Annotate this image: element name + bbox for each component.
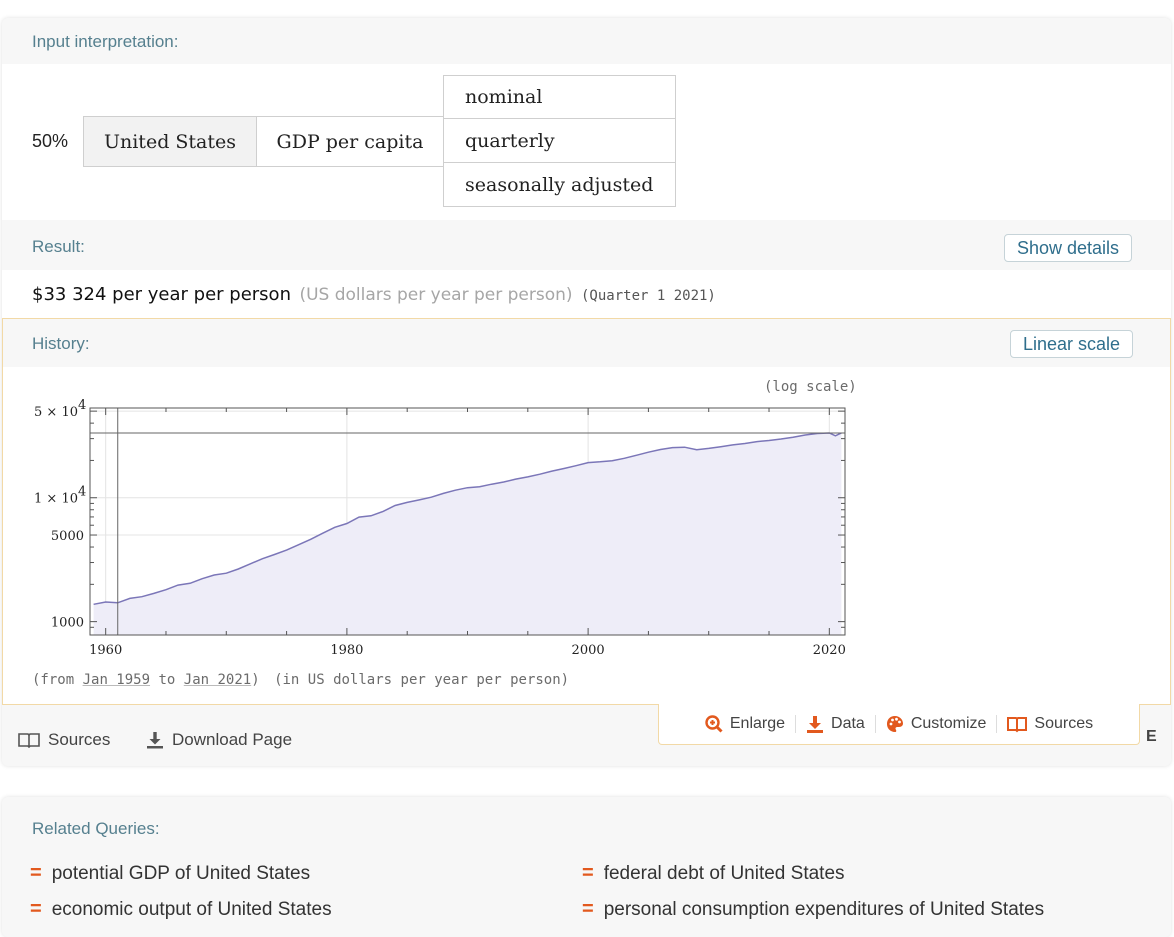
download-page-label: Download Page (172, 730, 293, 749)
zoom-in-icon (705, 715, 723, 733)
toolbar-divider (874, 715, 876, 733)
input-interpretation-label: Input interpretation: (32, 32, 179, 51)
download-page-link[interactable]: Download Page (146, 730, 292, 750)
log-scale-note: (log scale) (764, 379, 857, 395)
pod-toolbar: Enlarge Data Customize Sources (658, 704, 1140, 745)
result-units: (US dollars per year per person) (299, 285, 573, 305)
customize-label: Customize (910, 715, 987, 732)
result-line: $33 324 per year per person (US dollars … (32, 284, 716, 305)
property-cell[interactable]: GDP per capita (256, 116, 444, 167)
range-from: (from (32, 672, 75, 688)
linear-scale-button[interactable]: Linear scale (1010, 330, 1134, 358)
pod-sources-label: Sources (1034, 715, 1094, 732)
data-button[interactable]: Data (796, 715, 875, 733)
history-label: History: (32, 334, 90, 353)
history-pod[interactable] (3, 367, 1170, 704)
related-query-item[interactable]: = potential GDP of United States (30, 862, 310, 885)
palette-icon (886, 716, 903, 732)
qualifier-nominal[interactable]: nominal (443, 75, 676, 119)
related-query-text: potential GDP of United States (51, 862, 311, 884)
result-label: Result: (32, 237, 85, 256)
toolbar-divider (795, 715, 797, 733)
sources-label: Sources (48, 730, 111, 749)
related-query-item[interactable]: = economic output of United States (30, 898, 332, 921)
toolbar-divider (996, 715, 998, 733)
download-data-icon (807, 716, 824, 733)
download-icon (147, 732, 163, 749)
sources-link[interactable]: Sources (18, 730, 110, 750)
related-query-item[interactable]: = personal consumption expenditures of U… (582, 898, 1044, 921)
history-range: (from Jan 1959 to Jan 2021) (in US dolla… (32, 672, 569, 688)
enlarge-label: Enlarge (729, 715, 786, 732)
equals-icon: = (582, 862, 594, 884)
book-icon (18, 733, 40, 749)
entity-cell[interactable]: United States (83, 116, 257, 167)
percent-value: 50% (32, 131, 69, 151)
related-query-text: personal consumption expenditures of Uni… (603, 898, 1045, 920)
show-details-button[interactable]: Show details (1004, 234, 1133, 262)
range-close: ) (251, 672, 260, 688)
related-query-text: economic output of United States (51, 898, 332, 920)
range-to: to (158, 672, 176, 688)
range-end-link[interactable]: Jan 2021 (183, 672, 252, 688)
related-queries-card (2, 797, 1171, 937)
result-period: (Quarter 1 2021) (581, 288, 716, 304)
range-units: (in US dollars per year per person) (274, 672, 570, 688)
data-label: Data (831, 715, 865, 732)
related-queries-label: Related Queries: (32, 819, 160, 838)
pod-sources-button[interactable]: Sources (997, 715, 1103, 733)
equals-icon: = (582, 898, 594, 920)
book-icon (1007, 717, 1028, 733)
qualifier-quarterly[interactable]: quarterly (443, 119, 676, 163)
enlarge-button[interactable]: Enlarge (695, 715, 795, 733)
result-pod (2, 270, 1171, 318)
related-query-text: federal debt of United States (603, 862, 845, 884)
partially-hidden-text: E (1146, 728, 1157, 745)
customize-button[interactable]: Customize (876, 715, 997, 733)
result-value: $33 324 per year per person (32, 284, 291, 305)
equals-icon: = (30, 862, 42, 884)
related-query-item[interactable]: = federal debt of United States (582, 862, 845, 885)
qualifier-seasonally-adjusted[interactable]: seasonally adjusted (443, 163, 676, 207)
equals-icon: = (30, 898, 42, 920)
range-start-link[interactable]: Jan 1959 (82, 672, 151, 688)
